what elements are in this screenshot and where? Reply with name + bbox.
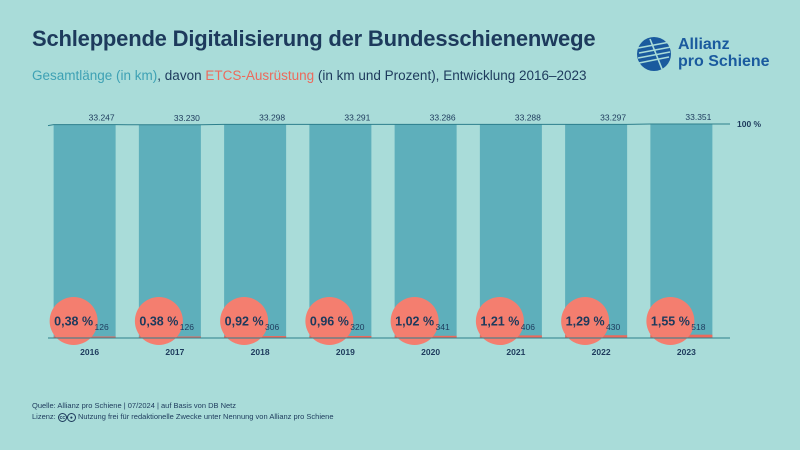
- percent-circle: [390, 297, 439, 345]
- license-label: Lizenz:: [32, 412, 56, 421]
- percent-circle: [134, 297, 183, 345]
- year-tick-label: 2022: [592, 347, 611, 357]
- logo-line-1: Allianz: [678, 36, 730, 53]
- percent-circle: [646, 297, 695, 345]
- footer: Quelle: Allianz pro Schiene | 07/2024 | …: [32, 400, 334, 422]
- total-label: 33.247: [89, 113, 115, 123]
- percent-circle: [475, 297, 524, 345]
- attribution-icon: ●: [66, 412, 76, 422]
- creative-commons-icon: cc: [57, 412, 67, 422]
- etcs-label: 320: [350, 322, 364, 332]
- percent-circle: [220, 297, 269, 345]
- total-label: 33.288: [515, 112, 541, 122]
- subtitle-connector: , davon: [157, 68, 206, 83]
- percent-label: 0,38 %: [139, 315, 178, 329]
- percent-label: 0,96 %: [310, 315, 349, 329]
- year-tick-label: 2021: [506, 347, 525, 357]
- year-tick-label: 2016: [80, 347, 99, 357]
- percent-circle: [49, 297, 98, 345]
- license-text: Nutzung frei für redaktionelle Zwecke un…: [77, 412, 334, 421]
- total-label: 33.230: [174, 113, 200, 123]
- chart-subtitle: Gesamtlänge (in km), davon ETCS-Ausrüstu…: [32, 68, 587, 83]
- subtitle-total-length: Gesamtlänge (in km): [32, 68, 158, 83]
- etcs-label: 126: [95, 322, 109, 332]
- source-note: Quelle: Allianz pro Schiene | 07/2024 | …: [32, 401, 237, 410]
- license-note: Lizenz: cc ● Nutzung frei für redaktionel…: [32, 411, 334, 422]
- percent-label: 1,21 %: [480, 315, 519, 329]
- chart-title: Schleppende Digitalisierung der Bundessc…: [32, 26, 596, 51]
- percent-label: 1,02 %: [395, 315, 434, 329]
- total-label: 33.291: [344, 112, 370, 122]
- allianz-logo-icon: [637, 37, 672, 71]
- etcs-label: 518: [691, 322, 705, 332]
- total-label: 33.286: [430, 112, 456, 122]
- logo-line-2: pro Schiene: [678, 53, 770, 70]
- percent-circle: [561, 297, 610, 345]
- percent-label: 0,38 %: [54, 315, 93, 329]
- total-label: 33.351: [685, 112, 711, 122]
- brand-logo: Allianz pro Schiene: [636, 36, 776, 76]
- percent-label: 1,55 %: [651, 315, 690, 329]
- percent-circle: [305, 297, 354, 345]
- percent-label: 1,29 %: [566, 315, 605, 329]
- year-tick-label: 2023: [677, 347, 696, 357]
- total-label: 33.298: [259, 112, 285, 122]
- year-tick-label: 2018: [251, 347, 270, 357]
- reference-label: 100 %: [737, 119, 762, 129]
- total-label: 33.297: [600, 112, 626, 122]
- percent-label: 0,92 %: [225, 315, 264, 329]
- year-tick-label: 2020: [421, 347, 440, 357]
- etcs-label: 406: [521, 322, 535, 332]
- year-tick-label: 2017: [165, 347, 184, 357]
- etcs-label: 306: [265, 322, 279, 332]
- etcs-label: 341: [436, 322, 450, 332]
- subtitle-etcs: ETCS-Ausrüstung: [205, 68, 315, 83]
- logo-text: Allianz pro Schiene: [678, 36, 770, 70]
- etcs-label: 430: [606, 322, 620, 332]
- etcs-label: 126: [180, 322, 194, 332]
- subtitle-rest: (in km und Prozent), Entwicklung 2016–20…: [314, 68, 587, 83]
- year-tick-label: 2019: [336, 347, 355, 357]
- total-length-line: [47, 123, 730, 127]
